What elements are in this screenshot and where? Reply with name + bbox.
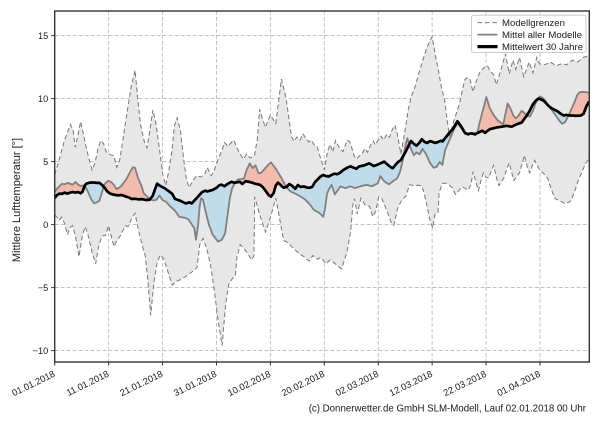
svg-text:Mittlere Lufttemperatur [°]: Mittlere Lufttemperatur [°] xyxy=(11,138,23,262)
svg-text:15: 15 xyxy=(38,31,48,41)
svg-text:−5: −5 xyxy=(38,283,48,293)
svg-text:0: 0 xyxy=(43,220,48,230)
svg-text:Modellgrenzen: Modellgrenzen xyxy=(502,18,565,29)
svg-text:−10: −10 xyxy=(33,346,49,356)
svg-text:Mittel aller Modelle: Mittel aller Modelle xyxy=(502,30,582,41)
svg-text:5: 5 xyxy=(43,157,48,167)
svg-text:(c) Donnerwetter.de GmbH SLM-M: (c) Donnerwetter.de GmbH SLM-Modell, Lau… xyxy=(309,404,587,415)
svg-text:10: 10 xyxy=(38,94,48,104)
svg-text:Mittelwert 30 Jahre: Mittelwert 30 Jahre xyxy=(502,42,583,53)
